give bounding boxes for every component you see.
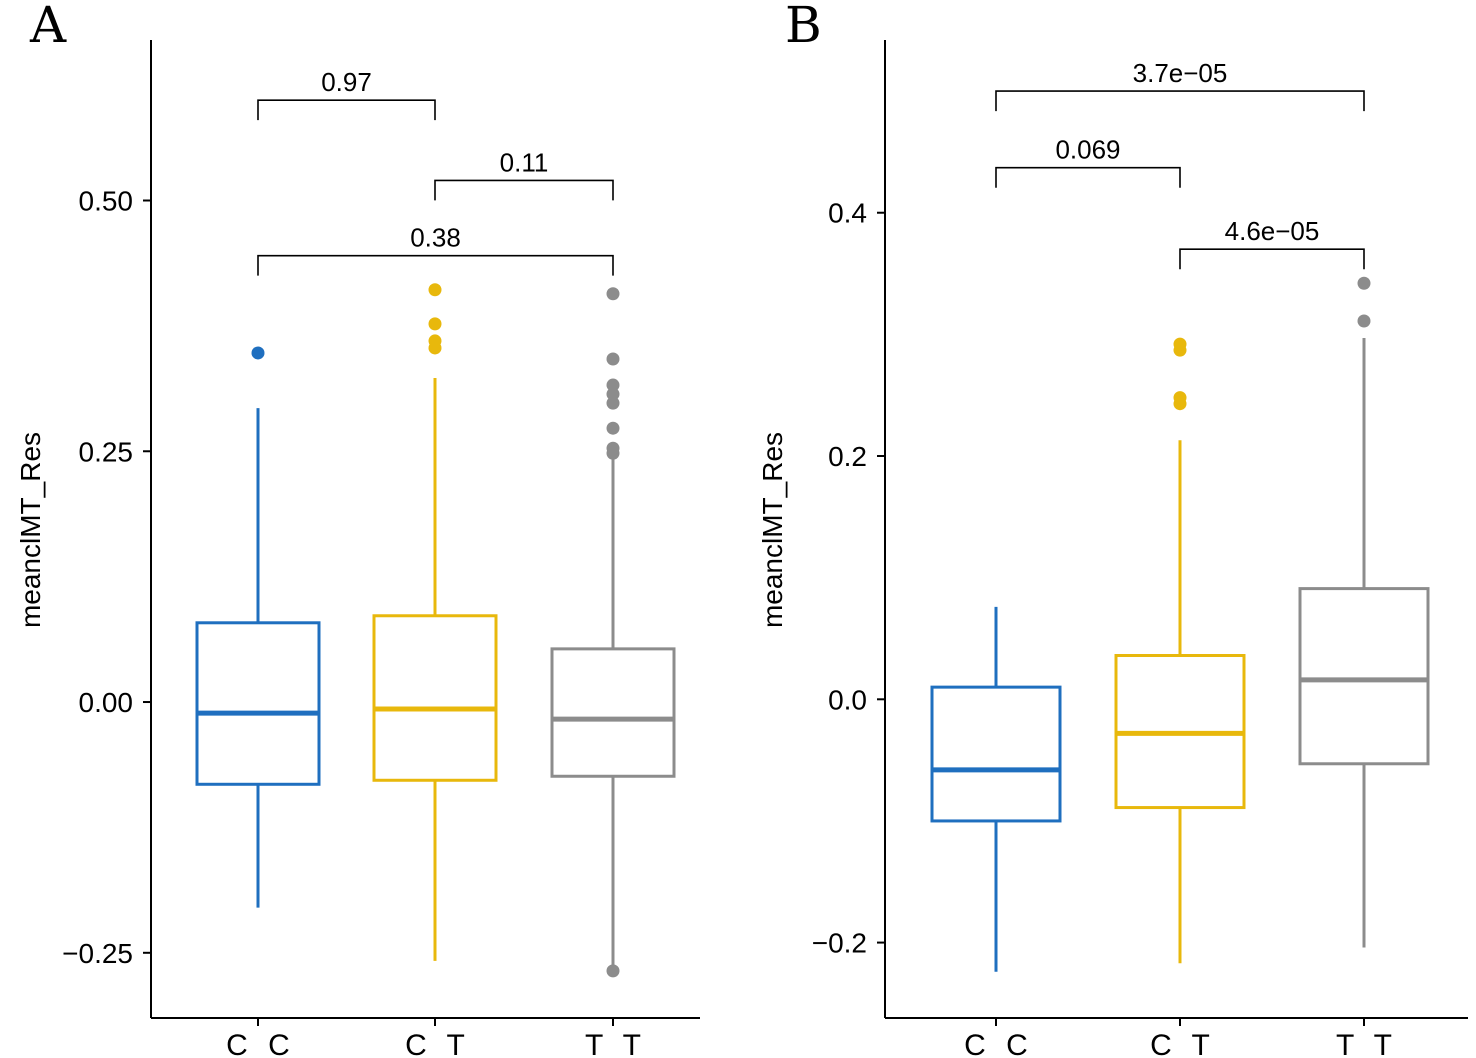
box	[550, 647, 676, 778]
y-tick-label: −0.2	[812, 928, 867, 959]
p-value-label: 0.11	[500, 147, 549, 177]
box	[195, 621, 321, 786]
panel-letter-b: B	[785, 0, 822, 54]
p-value-label: 4.6e−05	[1225, 216, 1320, 246]
box	[930, 685, 1062, 823]
outlier-point	[606, 396, 620, 410]
outlier-point	[428, 317, 442, 331]
x-tick-label: C C	[226, 1029, 296, 1058]
outlier-point	[606, 287, 620, 301]
y-axis-title: meanclMT_Res	[15, 432, 46, 628]
outlier-point	[606, 387, 620, 401]
y-tick-label: 0.0	[828, 684, 867, 715]
bracket-line	[995, 90, 1365, 112]
box-group-ct	[372, 283, 498, 961]
y-tick-label: 0.00	[79, 687, 134, 718]
box-group-tt	[1298, 276, 1430, 948]
x-tick-label: T T	[585, 1029, 647, 1058]
comparison-bracket: 0.069	[995, 135, 1181, 188]
comparison-bracket: 3.7e−05	[995, 58, 1365, 112]
x-tick-label: C T	[1150, 1029, 1216, 1058]
panel-letter-a: A	[29, 0, 67, 54]
comparison-bracket: 0.11	[434, 147, 614, 201]
x-tick-label: T T	[1336, 1029, 1398, 1058]
p-value-label: 0.97	[321, 67, 372, 97]
outlier-point	[1357, 276, 1371, 290]
y-axis-title: meanclMT_Res	[757, 432, 788, 628]
outlier-point	[606, 378, 620, 392]
outlier-point	[428, 334, 442, 348]
y-tick-label: 0.2	[828, 441, 867, 472]
y-tick-label: 0.25	[79, 436, 134, 467]
outlier-point	[1173, 391, 1187, 405]
outlier-point	[1173, 337, 1187, 351]
box-group-ct	[1114, 337, 1246, 964]
y-tick-label: 0.50	[79, 185, 134, 216]
box	[372, 614, 498, 782]
outlier-point	[606, 441, 620, 455]
box-group-tt	[550, 287, 676, 978]
outlier-point	[606, 964, 620, 978]
box	[1298, 587, 1430, 766]
bracket-line	[257, 99, 436, 121]
p-value-label: 0.38	[410, 223, 461, 253]
y-tick-label: −0.25	[62, 938, 133, 969]
outlier-point	[428, 283, 442, 297]
p-value-label: 0.069	[1055, 135, 1120, 165]
panel-b: B meanclMT_Res −0.2 0.0 0.2 0.4 C C C T T T 3.7…	[757, 0, 1468, 1058]
bracket-line	[995, 166, 1181, 188]
comparison-bracket: 4.6e−05	[1179, 216, 1365, 270]
box-group-cc	[195, 346, 321, 908]
y-tick-label: 0.4	[828, 198, 867, 229]
comparison-bracket: 0.38	[257, 223, 614, 276]
p-value-label: 3.7e−05	[1133, 58, 1228, 88]
comparison-bracket: 0.97	[257, 67, 436, 121]
x-tick-label: C C	[964, 1029, 1034, 1058]
box-group-cc	[930, 606, 1062, 972]
outlier-point	[606, 421, 620, 435]
bracket-line	[1179, 248, 1365, 270]
outlier-point	[606, 352, 620, 366]
bracket-line	[434, 179, 614, 201]
bracket-line	[257, 254, 614, 276]
panel-a: A meanclMT_Res −0.25 0.00 0.25 0.50 C C C T T …	[15, 0, 700, 1058]
outlier-point	[1357, 314, 1371, 328]
x-tick-label: C T	[405, 1029, 471, 1058]
outlier-point	[251, 346, 265, 360]
